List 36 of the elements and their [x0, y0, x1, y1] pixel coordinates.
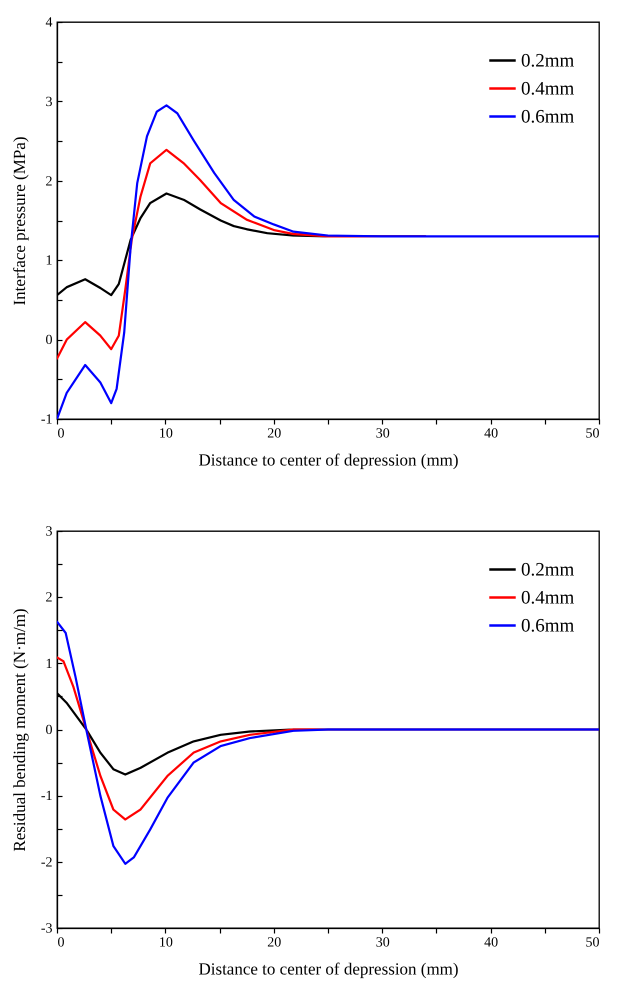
x-tick-label: 30: [376, 936, 390, 950]
x-tick-label: 20: [267, 426, 282, 442]
legend-label: 0.4mm: [521, 78, 575, 100]
y-tick-label: 3: [46, 94, 52, 110]
x-tick-label: 50: [586, 426, 600, 442]
y-axis-title: Residual bending moment (N·m/m): [10, 608, 29, 852]
line-series: [57, 620, 599, 865]
y-tick-label: -3: [40, 922, 52, 936]
y-tick-label: 1: [46, 656, 52, 672]
x-axis-title: Distance to center of depression (mm): [198, 450, 459, 470]
y-tick-label: -1: [40, 789, 52, 804]
y-tick-label: 2: [46, 590, 52, 606]
x-tick-label: 0: [58, 426, 64, 442]
x-tick-label: 10: [158, 426, 173, 442]
x-axis-title: Distance to center of depression (mm): [198, 960, 459, 978]
x-tick-label: 10: [158, 936, 173, 950]
x-tick-label: 20: [267, 936, 282, 950]
y-axis-title: Interface pressure (MPa): [10, 136, 29, 306]
legend-label: 0.6mm: [521, 616, 575, 636]
x-tick-label: 40: [484, 936, 498, 950]
y-tick-label: 0: [46, 723, 52, 738]
x-tick-label: 40: [484, 426, 498, 442]
legend-label: 0.2mm: [521, 50, 575, 72]
y-tick-label: 0: [46, 333, 52, 348]
y-tick-label: 3: [46, 524, 52, 540]
y-tick-label: -1: [40, 412, 52, 428]
y-tick-label: 1: [46, 254, 52, 269]
legend-label: 0.2mm: [521, 560, 575, 580]
y-tick-label: 4: [46, 16, 52, 30]
x-tick-label: 50: [586, 936, 600, 950]
y-tick-label: -2: [40, 855, 52, 870]
legend-label: 0.6mm: [521, 106, 575, 128]
y-tick-label: 2: [46, 174, 52, 190]
x-tick-label: 0: [58, 936, 64, 950]
legend-label: 0.4mm: [521, 588, 575, 608]
x-tick-label: 30: [376, 426, 390, 442]
